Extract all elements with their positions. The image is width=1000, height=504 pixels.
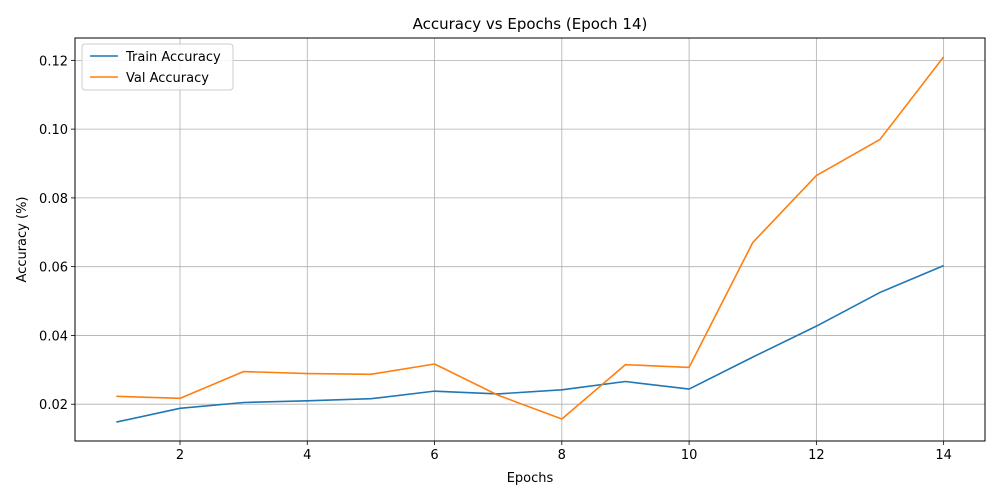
y-tick-label: 0.10 xyxy=(39,123,68,138)
legend-box xyxy=(81,43,234,91)
x-tick-label: 10 xyxy=(681,448,698,463)
legend-label-train: Train Accuracy xyxy=(125,50,221,65)
y-tick-label: 0.06 xyxy=(39,261,68,276)
series-line-val xyxy=(116,56,945,420)
y-tick-label: 0.04 xyxy=(39,329,68,344)
plot-frame xyxy=(74,37,986,442)
axis-ticks: 2 4 6 8 10 12 14 0.02 0.04 0.06 0.08 0.10 0.12 xyxy=(39,54,952,463)
y-tick-label: 0.12 xyxy=(39,54,68,69)
x-tick-label: 14 xyxy=(935,448,952,463)
legend-label-val: Val Accuracy xyxy=(126,71,209,86)
x-tick-label: 8 xyxy=(558,448,566,463)
chart-title: Accuracy vs Epochs (Epoch 14) xyxy=(413,15,648,33)
series-lines xyxy=(116,56,945,423)
grid xyxy=(75,38,985,441)
series-line-train xyxy=(116,264,944,423)
x-axis-label: Epochs xyxy=(507,471,554,486)
y-tick-label: 0.02 xyxy=(39,398,68,413)
legend: Train Accuracy Val Accuracy xyxy=(81,43,234,91)
x-tick-label: 4 xyxy=(303,448,311,463)
y-tick-label: 0.08 xyxy=(39,192,68,207)
x-tick-label: 12 xyxy=(808,448,825,463)
x-tick-label: 2 xyxy=(176,448,184,463)
x-tick-label: 6 xyxy=(430,448,438,463)
y-axis-label: Accuracy (%) xyxy=(15,197,30,283)
